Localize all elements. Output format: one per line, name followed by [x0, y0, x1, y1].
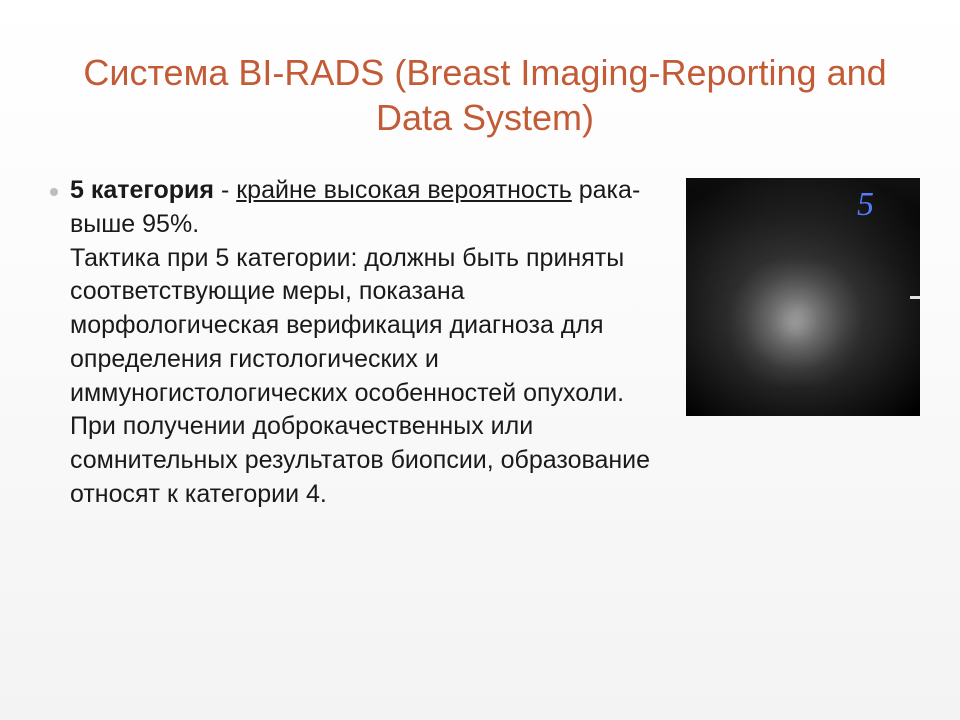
category-label: 5 категория	[70, 176, 214, 204]
slide-title: Система BI-RADS (Breast Imaging-Reportin…	[50, 50, 920, 140]
body-text: 5 категория - крайне высокая вероятность…	[70, 174, 668, 512]
title-line-2: Data System)	[376, 97, 594, 138]
underlined-phrase: крайне высокая вероятность	[236, 176, 572, 204]
image-overlay-number: 5	[857, 186, 874, 224]
image-scale-tick-icon	[910, 296, 920, 299]
mammogram-image: 5	[686, 178, 920, 416]
bullet-block: 5 категория - крайне высокая вероятность…	[50, 174, 668, 512]
bullet-dot-icon	[50, 188, 58, 196]
dash: -	[221, 176, 236, 204]
content-row: 5 категория - крайне высокая вероятность…	[50, 174, 920, 512]
tactics-paragraph: Тактика при 5 категории: должны быть при…	[70, 244, 650, 508]
title-line-1: Система BI-RADS (Breast Imaging-Reportin…	[83, 52, 886, 93]
slide: Система BI-RADS (Breast Imaging-Reportin…	[0, 0, 960, 720]
